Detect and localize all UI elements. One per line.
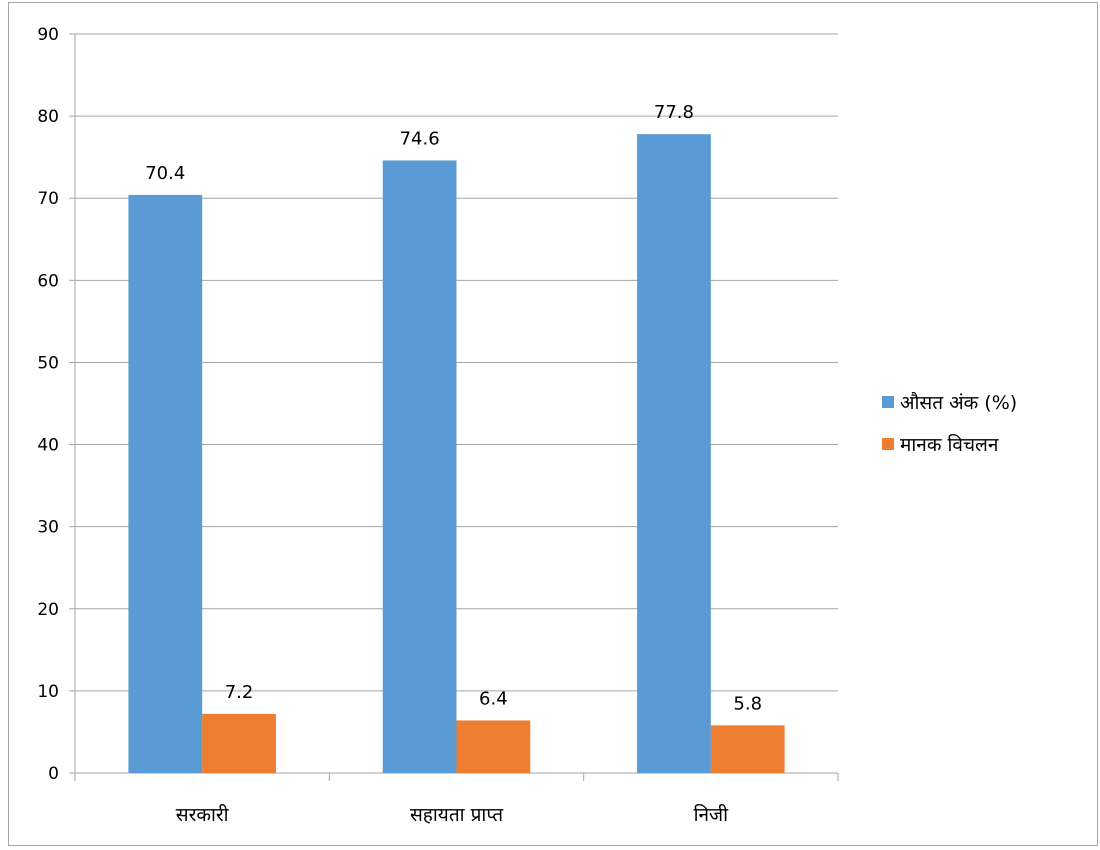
x-category-label: सहायता प्राप्त bbox=[410, 804, 504, 826]
legend-swatch bbox=[882, 396, 894, 408]
y-tick-label: 10 bbox=[37, 682, 59, 702]
bar bbox=[637, 134, 711, 773]
y-tick-label: 60 bbox=[37, 271, 59, 291]
x-category-label: निजी bbox=[694, 803, 730, 826]
y-tick-label: 70 bbox=[37, 189, 59, 209]
y-tick-label: 90 bbox=[37, 25, 59, 45]
y-tick-label: 0 bbox=[48, 764, 59, 784]
bar bbox=[202, 714, 276, 773]
data-label: 7.2 bbox=[225, 682, 254, 703]
data-label: 77.8 bbox=[654, 102, 694, 123]
legend-swatch bbox=[882, 438, 894, 450]
bar bbox=[383, 160, 457, 773]
data-label: 6.4 bbox=[479, 688, 508, 709]
data-label: 74.6 bbox=[400, 128, 440, 149]
y-tick-label: 50 bbox=[37, 353, 59, 373]
bar bbox=[128, 195, 202, 773]
y-tick-label: 40 bbox=[37, 436, 59, 456]
y-tick-label: 20 bbox=[37, 600, 59, 620]
data-label: 5.8 bbox=[733, 693, 762, 714]
legend-label: मानक विचलन bbox=[900, 433, 999, 456]
legend-label: औसत अंक (%) bbox=[900, 391, 1017, 414]
y-tick-label: 30 bbox=[37, 518, 59, 538]
bar bbox=[711, 725, 785, 773]
x-category-label: सरकारी bbox=[176, 803, 230, 826]
y-tick-label: 80 bbox=[37, 107, 59, 127]
bar bbox=[457, 720, 531, 773]
data-label: 70.4 bbox=[145, 163, 185, 184]
